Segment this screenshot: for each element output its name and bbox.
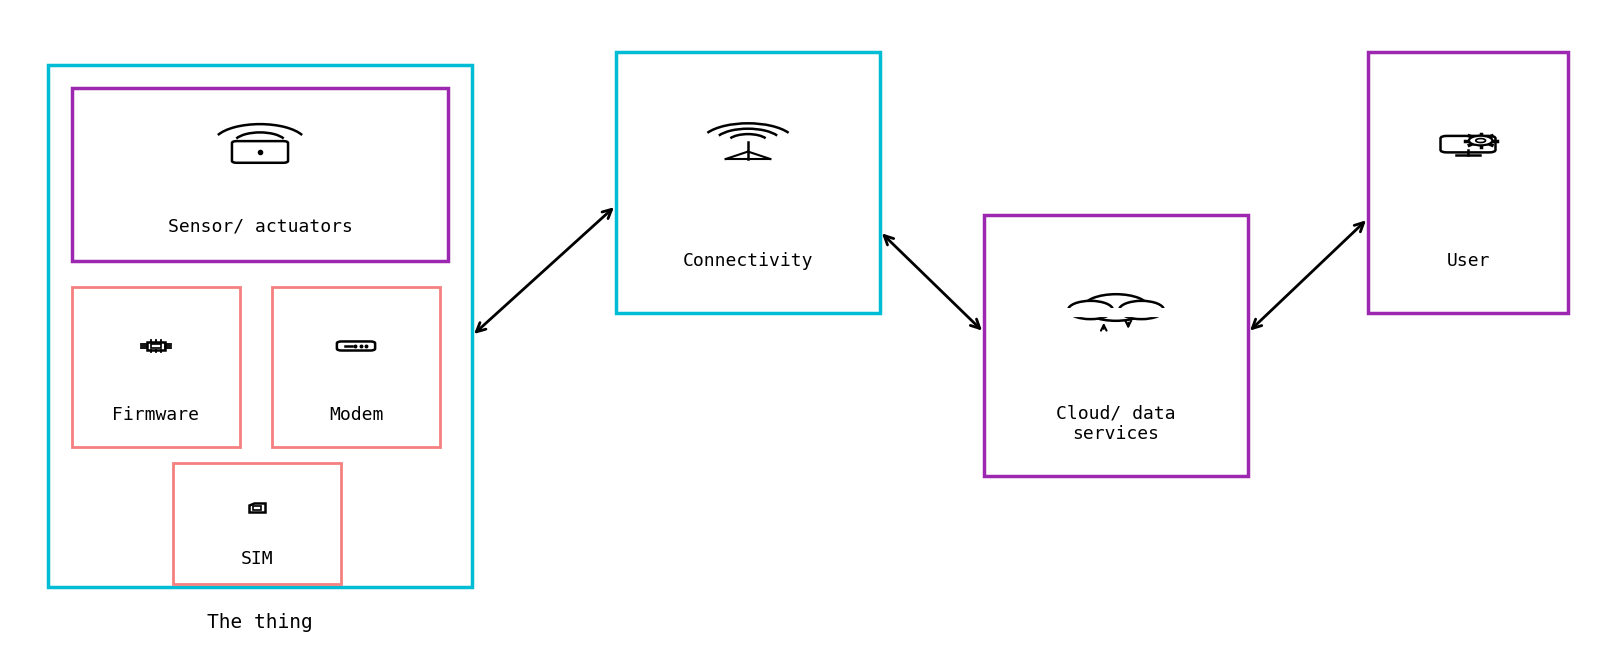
FancyBboxPatch shape: [173, 463, 341, 584]
Text: Modem: Modem: [330, 406, 382, 424]
Text: Sensor/ actuators: Sensor/ actuators: [168, 217, 352, 235]
Bar: [1066, 308, 1166, 318]
Text: Connectivity: Connectivity: [683, 252, 813, 270]
Bar: [253, 506, 261, 510]
Circle shape: [1118, 301, 1163, 319]
Circle shape: [1475, 139, 1485, 143]
Polygon shape: [248, 503, 266, 512]
Circle shape: [1475, 139, 1485, 143]
FancyBboxPatch shape: [1440, 136, 1496, 153]
Circle shape: [1083, 294, 1149, 321]
FancyBboxPatch shape: [984, 215, 1248, 476]
FancyBboxPatch shape: [1368, 52, 1568, 313]
FancyBboxPatch shape: [232, 141, 288, 163]
Text: Firmware: Firmware: [112, 406, 200, 424]
FancyBboxPatch shape: [338, 342, 374, 351]
Text: Cloud/ data
services: Cloud/ data services: [1056, 404, 1176, 443]
FancyBboxPatch shape: [72, 88, 448, 261]
Bar: [152, 344, 160, 348]
FancyBboxPatch shape: [147, 342, 165, 349]
Bar: [1059, 294, 1173, 317]
Circle shape: [1069, 301, 1114, 319]
FancyBboxPatch shape: [272, 287, 440, 447]
FancyBboxPatch shape: [616, 52, 880, 313]
Text: The thing: The thing: [206, 613, 314, 632]
Text: SIM: SIM: [240, 550, 274, 569]
Circle shape: [1469, 136, 1493, 145]
Text: User: User: [1446, 252, 1490, 270]
Circle shape: [1469, 136, 1493, 145]
FancyBboxPatch shape: [48, 65, 472, 587]
FancyBboxPatch shape: [72, 287, 240, 447]
